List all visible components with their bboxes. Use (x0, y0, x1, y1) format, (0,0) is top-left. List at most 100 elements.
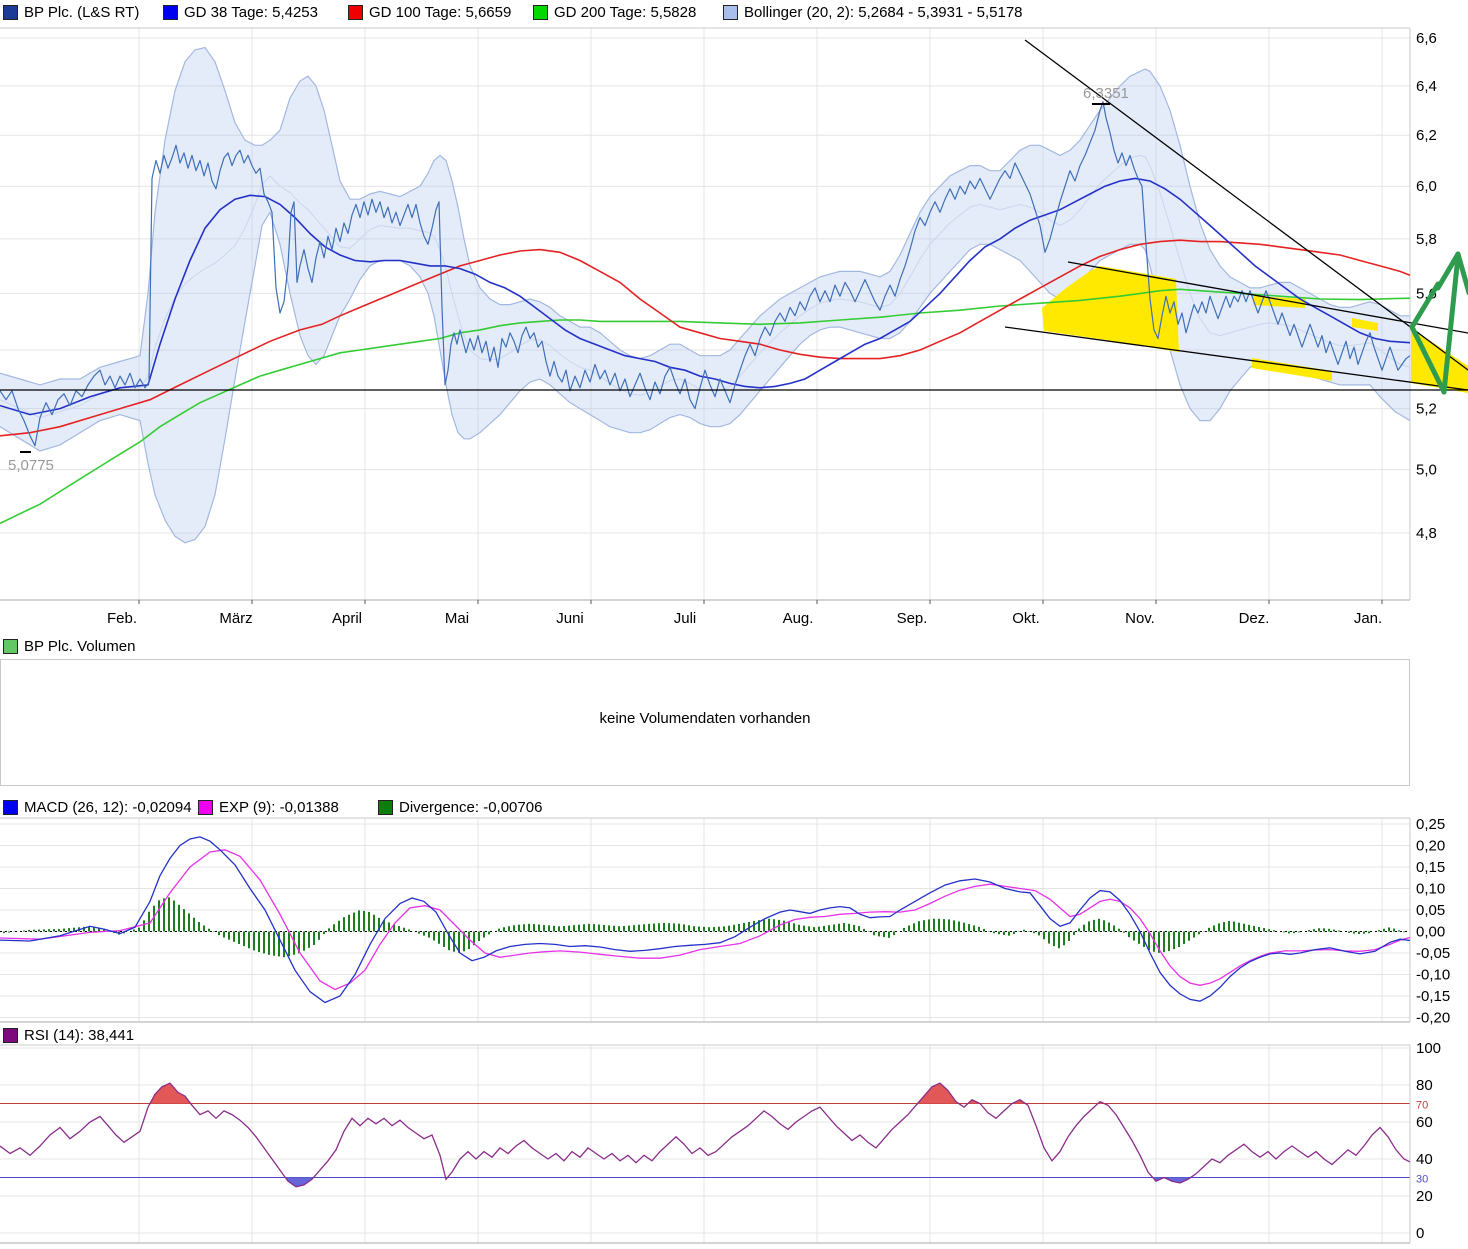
divergence-bar (543, 924, 545, 932)
divergence-bar (698, 926, 700, 932)
divergence-bar (503, 927, 505, 932)
divergence-bar (133, 929, 135, 932)
divergence-bar (608, 925, 610, 932)
macd-axis-label: -0,05 (1416, 945, 1450, 962)
x-axis-month-label: Aug. (783, 610, 814, 627)
divergence-bar (623, 925, 625, 932)
divergence-bar (58, 928, 60, 932)
x-axis-month-label: Jan. (1354, 610, 1382, 627)
legend-swatch-icon (378, 799, 393, 815)
legend-label: GD 100 Tage: 5,6659 (369, 3, 512, 21)
highlight-patch-green-line (1253, 296, 1305, 308)
divergence-bar (443, 931, 445, 947)
divergence-bar (743, 922, 745, 932)
divergence-bar (203, 925, 205, 932)
exp-line (0, 849, 1411, 991)
legend-label: Divergence: -0,00706 (399, 798, 543, 816)
divergence-bar (1248, 924, 1250, 932)
divergence-bar (38, 929, 40, 932)
divergence-bar (1323, 928, 1325, 932)
divergence-bar (338, 920, 340, 932)
volume-panel: keine Volumendaten vorhanden (0, 659, 1410, 786)
x-axis-month-label: Dez. (1239, 610, 1270, 627)
divergence-bar (888, 931, 890, 938)
rsi-30-label: 30 (1416, 1174, 1428, 1186)
rsi-70-label: 70 (1416, 1100, 1428, 1112)
divergence-bar (533, 924, 535, 932)
divergence-bar (33, 929, 35, 932)
divergence-bar (1283, 931, 1285, 933)
divergence-bar (538, 924, 540, 932)
divergence-bar (828, 925, 830, 932)
legend-label: EXP (9): -0,01388 (219, 798, 339, 816)
divergence-bar (353, 912, 355, 932)
divergence-bar (1393, 928, 1395, 932)
divergence-bar (708, 927, 710, 932)
divergence-bar (928, 919, 930, 932)
divergence-bar (188, 913, 190, 932)
macd-line (0, 836, 1411, 1004)
divergence-bar (218, 931, 220, 936)
divergence-bar (388, 922, 390, 932)
price-axis-label: 5,2 (1416, 401, 1437, 418)
divergence-bar (358, 910, 360, 932)
divergence-bar (1353, 931, 1355, 934)
divergence-bar (818, 926, 820, 932)
price-axis-label: 5,0 (1416, 462, 1437, 479)
divergence-bar (173, 900, 175, 932)
divergence-bar (468, 931, 470, 950)
divergence-bar (993, 931, 995, 934)
divergence-bar (263, 931, 265, 954)
divergence-bar (1273, 930, 1275, 932)
divergence-bar (618, 926, 620, 932)
divergence-bar (1253, 925, 1255, 932)
divergence-bar (398, 925, 400, 932)
divergence-bar (678, 923, 680, 932)
divergence-bar (8, 931, 10, 933)
divergence-bar (803, 925, 805, 932)
divergence-bar (158, 900, 160, 932)
divergence-bar (378, 917, 380, 932)
green-arrow-annotation (1455, 251, 1468, 296)
divergence-bar (948, 919, 950, 932)
highlight-patch-mid (1352, 318, 1378, 331)
divergence-bar (183, 909, 185, 932)
divergence-bar (1308, 930, 1310, 932)
divergence-bar (1128, 931, 1130, 938)
divergence-bar (1108, 922, 1110, 932)
divergence-bar (143, 920, 145, 932)
divergence-bar (813, 927, 815, 932)
divergence-bar (178, 904, 180, 932)
divergence-bar (478, 931, 480, 941)
divergence-bar (63, 928, 65, 932)
macd-legend: MACD (26, 12): -0,02094 EXP (9): -0,01388… (0, 798, 1468, 818)
macd-axis-label: -0,15 (1416, 988, 1450, 1005)
main-legend-item: GD 100 Tage: 5,6659 (348, 3, 511, 21)
divergence-bar (718, 926, 720, 932)
divergence-bar (253, 931, 255, 951)
divergence-bar (1213, 925, 1215, 932)
divergence-bar (693, 926, 695, 932)
divergence-bar (1238, 922, 1240, 932)
rsi-axis-label: 0 (1416, 1225, 1424, 1242)
divergence-bar (258, 931, 260, 952)
divergence-bar (1388, 927, 1390, 932)
divergence-bar (663, 922, 665, 932)
divergence-bar (1038, 931, 1040, 936)
rsi-legend: RSI (14): 38,441 (0, 1026, 1468, 1046)
legend-swatch-icon (198, 799, 213, 815)
divergence-bar (333, 924, 335, 932)
highlight-right-triangle (1411, 328, 1468, 393)
gd100-line (0, 239, 1411, 437)
divergence-bar (983, 928, 985, 932)
divergence-bar (148, 911, 150, 932)
main-legend-item: BP Plc. (L&S RT) (3, 3, 139, 21)
main-chart-legend: BP Plc. (L&S RT) GD 38 Tage: 5,4253 GD 100… (0, 3, 1468, 23)
divergence-bar (1008, 931, 1010, 936)
divergence-bar (1068, 931, 1070, 941)
divergence-bar (168, 897, 170, 932)
legend-swatch-icon (723, 4, 738, 20)
divergence-bar (428, 931, 430, 938)
divergence-bar (1023, 929, 1025, 932)
divergence-bar (488, 931, 490, 935)
